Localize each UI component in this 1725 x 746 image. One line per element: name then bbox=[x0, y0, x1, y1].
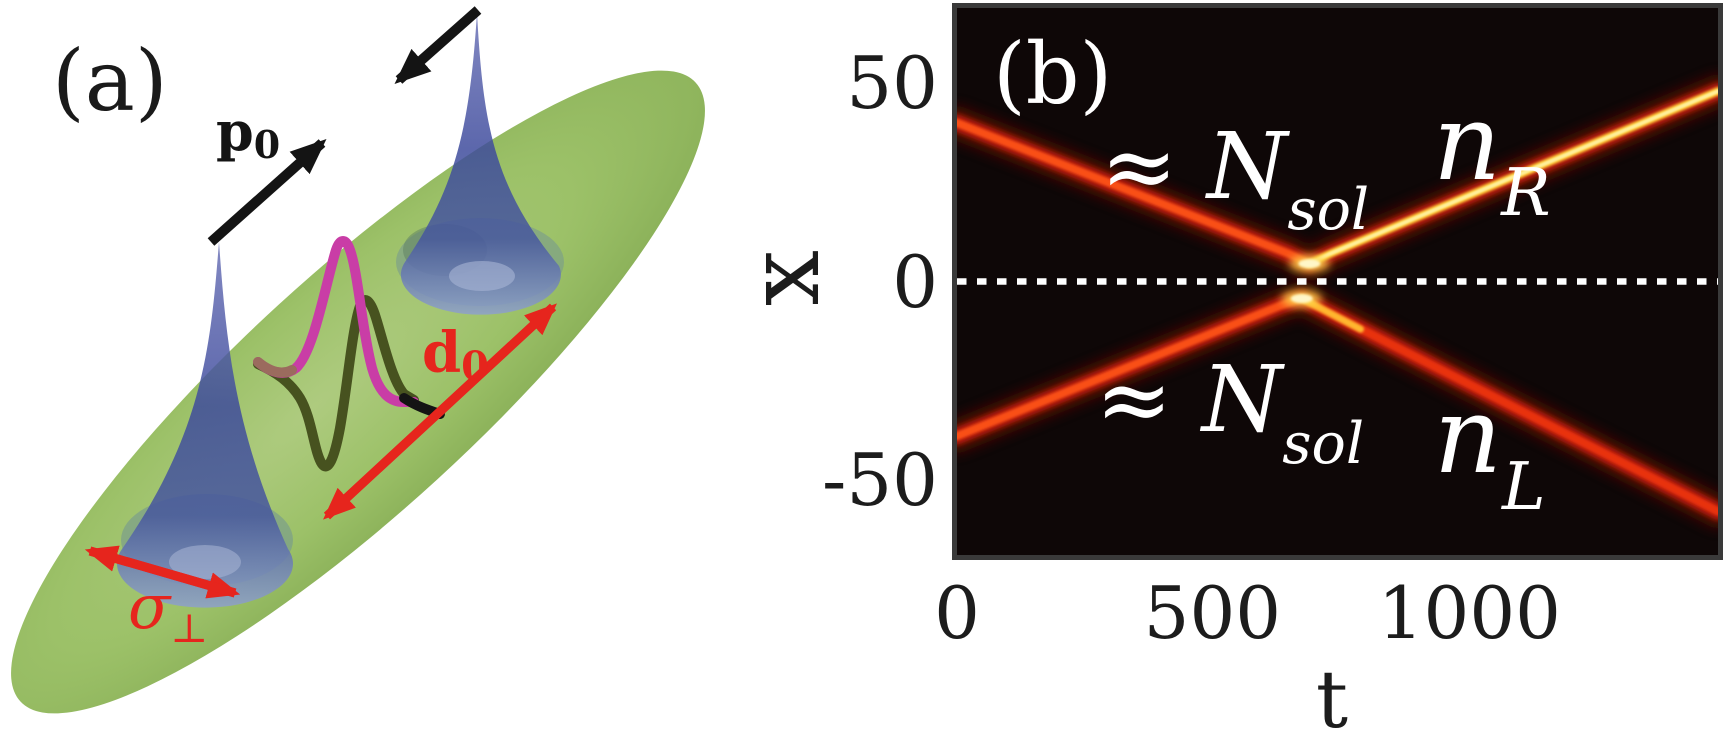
collision-core-n_R bbox=[1298, 259, 1321, 269]
momentum-arrow-left-soliton bbox=[207, 139, 327, 246]
annotation-sub: L bbox=[1502, 448, 1546, 525]
annotation-sub: sol bbox=[1287, 177, 1370, 244]
annotation-base: N bbox=[1201, 346, 1283, 454]
separation-arrow-reverse bbox=[323, 303, 557, 520]
separation-label-sub: 0 bbox=[461, 343, 489, 390]
x-tick-label: 500 bbox=[1143, 571, 1282, 655]
annotation-base: N bbox=[1206, 112, 1288, 220]
separation-label: d0 bbox=[422, 320, 489, 390]
approx-sign: ≈ bbox=[1100, 112, 1207, 220]
collision-core-n_L bbox=[1290, 294, 1313, 304]
y-axis-label: x bbox=[725, 249, 842, 307]
momentum-label: p0 bbox=[216, 99, 280, 167]
transverse-width-label: σ⊥ bbox=[128, 570, 208, 652]
left-soliton-peak bbox=[117, 242, 293, 608]
annotation-n-L: nL bbox=[1434, 383, 1546, 520]
separation-label-base: d bbox=[422, 320, 461, 386]
momentum-arrow-right-soliton bbox=[394, 6, 482, 84]
transverse-width-label-sub: ⊥ bbox=[170, 606, 208, 652]
panel-b-label: (b) bbox=[993, 25, 1113, 123]
panel-a-label: (a) bbox=[52, 32, 168, 130]
x-axis-label: t bbox=[1315, 653, 1349, 746]
annotation-n-R: nR bbox=[1433, 89, 1551, 226]
soliton-trajectories-canvas bbox=[957, 74, 1718, 529]
annotation-sub: R bbox=[1501, 155, 1551, 232]
right-soliton-peak bbox=[400, 13, 561, 315]
transverse-width-arrow-reverse bbox=[84, 545, 237, 598]
approx-sign: ≈ bbox=[1095, 346, 1202, 454]
wavefunction-imaginary-curve bbox=[253, 295, 419, 472]
annotation-N-sol: ≈ Nsol bbox=[1100, 120, 1369, 239]
annotation-base: n bbox=[1432, 80, 1502, 204]
left-peak-base-highlight bbox=[169, 545, 241, 579]
panel-a-illustration: (a) p0 d0 σ⊥ bbox=[11, 6, 705, 714]
annotation-sub: sol bbox=[1282, 411, 1365, 478]
x-tick-label: 1000 bbox=[1377, 571, 1561, 655]
annotation-base: n bbox=[1433, 374, 1502, 498]
x-tick-label: 0 bbox=[934, 571, 980, 655]
momentum-label-base: p bbox=[216, 99, 254, 163]
transverse-width-label-base: σ bbox=[128, 570, 172, 643]
annotation-N-sol: ≈ Nsol bbox=[1095, 354, 1364, 473]
momentum-label-sub: 0 bbox=[254, 122, 280, 167]
y-tick-label: -50 bbox=[822, 437, 938, 522]
y-tick-label: 0 bbox=[892, 239, 938, 324]
y-tick-label: 50 bbox=[846, 41, 938, 126]
panel-b-plot-area bbox=[952, 3, 1723, 560]
right-peak-base-highlight bbox=[449, 261, 515, 291]
wavefunction-overlap-segment bbox=[253, 357, 297, 378]
